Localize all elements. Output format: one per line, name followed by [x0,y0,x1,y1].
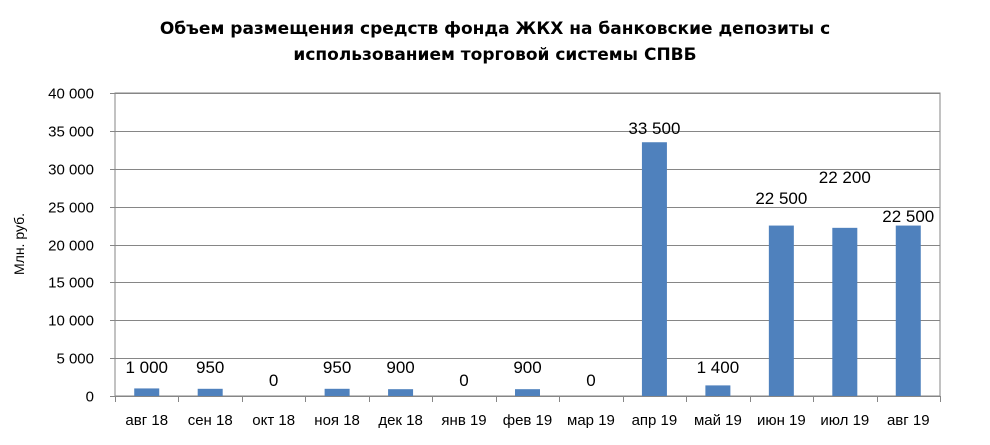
x-tick-label: ноя 18 [314,412,360,429]
x-tick-label: авг 19 [887,412,930,429]
ticks-layer: 0 5 000 10 000 15 000 20 000 25 000 30 000 35 0… [48,86,929,430]
data-label: 1 400 [697,358,740,377]
data-label: 950 [323,358,351,377]
data-label: 900 [386,358,414,377]
x-tick-label: окт 18 [252,412,295,429]
data-label: 900 [513,358,541,377]
chart-title-line-2: использованием торговой системы СПВБ [293,45,697,65]
y-axis-label: Млн. руб. [11,213,27,275]
bar [895,225,921,396]
grid-layer [110,92,941,402]
bar [197,388,223,396]
bar [705,385,731,396]
bar [515,389,540,396]
data-label: 22 200 [819,168,871,187]
y-tick-label: 40 000 [48,86,94,103]
bar [324,388,350,396]
x-tick-label: сен 18 [188,412,233,429]
bars-layer [134,142,921,396]
x-tick-label: янв 19 [441,412,486,429]
plot-area-border [114,92,941,397]
y-tick-label: 0 [86,389,94,406]
x-tick-label: фев 19 [503,412,553,429]
bar [134,388,160,396]
data-labels-layer: 1 000 950 0 950 900 0 900 0 33 500 1 400 22 500 22 … [125,119,934,390]
data-label: 0 [586,371,595,390]
y-tick-label: 35 000 [48,124,94,141]
data-label: 0 [269,371,278,390]
bar [641,142,667,396]
x-tick-label: июн 19 [757,412,806,429]
x-tick-label: мар 19 [567,412,615,429]
x-tick-label: авг 18 [125,412,168,429]
data-label: 22 500 [882,207,934,226]
y-tick-label: 5 000 [56,351,94,368]
y-tick-label: 20 000 [48,238,94,255]
bar [388,389,414,396]
bar [832,227,858,396]
data-label: 22 500 [755,189,807,208]
data-label: 33 500 [628,119,680,138]
y-tick-label: 10 000 [48,313,94,330]
data-label: 1 000 [125,358,168,377]
x-tick-label: июл 19 [820,412,869,429]
x-tick-label: апр 19 [632,412,678,429]
bar [768,225,794,396]
chart-title-line-1: Объем размещения средств фонда ЖКХ на ба… [159,19,831,39]
y-tick-label: 30 000 [48,162,94,179]
data-label: 0 [459,371,468,390]
data-label: 950 [196,358,224,377]
x-tick-label: май 19 [694,412,742,429]
x-tick-label: дек 18 [378,412,423,429]
y-tick-label: 25 000 [48,200,94,217]
y-tick-label: 15 000 [48,275,94,292]
chart-title: Объем размещения средств фонда ЖКХ на ба… [0,16,990,68]
